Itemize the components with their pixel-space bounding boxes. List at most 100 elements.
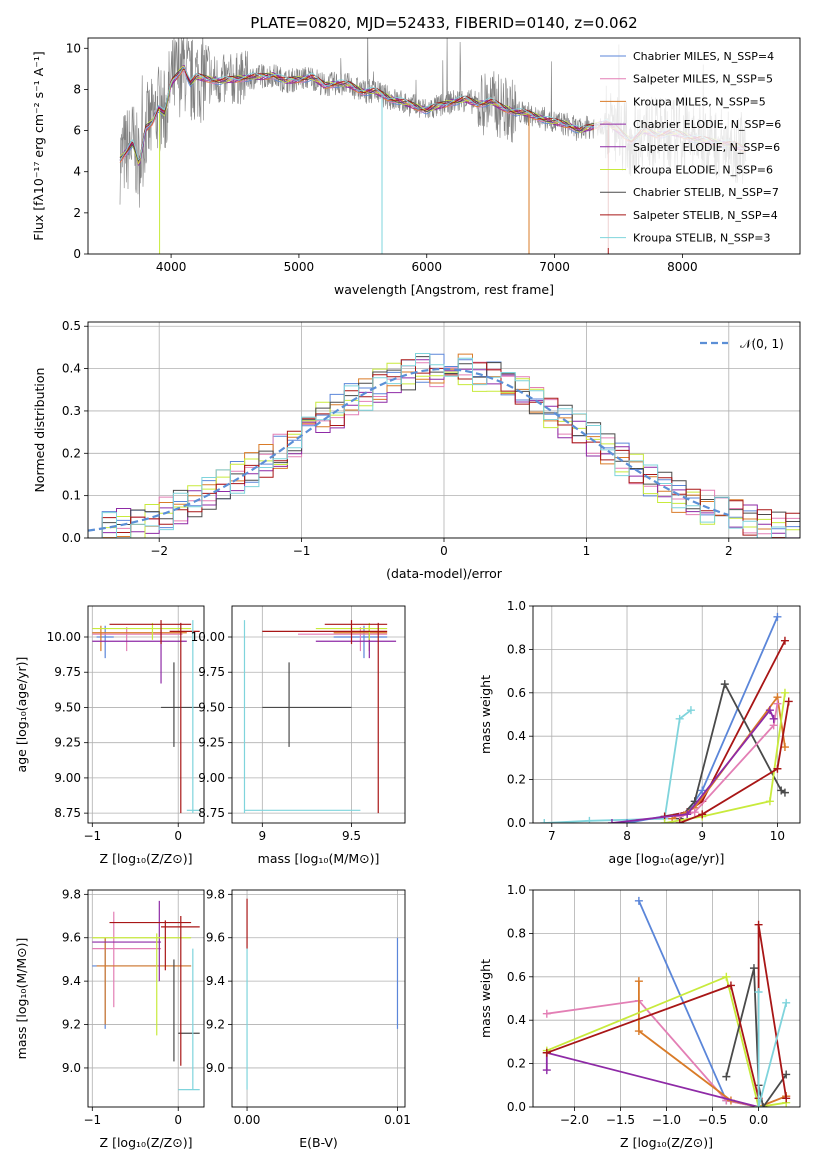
weight-marker: [686, 706, 695, 715]
y-tick-label: 10: [66, 41, 81, 55]
x-axis-label: Z [log₁₀(Z/Z⊙)]: [100, 851, 193, 866]
y-tick-label: 0.3: [62, 404, 81, 418]
plot-area: [533, 606, 800, 823]
weight-marker: [634, 977, 643, 986]
weight-marker: [780, 788, 789, 797]
y-tick-label: 1.0: [507, 599, 526, 613]
panel-mass-vs-EBV: 0.00 0.01 9.0 9.2 9.4 9.6 9.8 E(B-V): [206, 887, 411, 1150]
weight-line-kroupa_stelib: [757, 992, 788, 1107]
y-tick-label: 0.8: [507, 642, 526, 656]
weight-marker: [773, 764, 782, 773]
weight-marker: [769, 714, 778, 723]
weight-marker: [773, 612, 782, 621]
legend: Chabrier MILES, N_SSP=4 Salpeter MILES, N…: [594, 44, 798, 248]
x-tick-label: 7: [548, 829, 556, 843]
weight-marker: [722, 1072, 731, 1081]
x-tick-label: 9: [698, 829, 706, 843]
weight-marker: [720, 680, 729, 689]
x-tick-label: −1.0: [652, 1113, 681, 1127]
y-tick-label: 0.0: [507, 1100, 526, 1114]
weight-marker: [675, 714, 684, 723]
weight-line-kroupa_elodie: [664, 692, 786, 823]
weight-marker: [634, 896, 643, 905]
weight-marker: [690, 808, 699, 817]
x-tick-label: 7000: [539, 260, 570, 274]
axes-frame: [87, 321, 801, 539]
y-tick-label: 9.50: [198, 700, 225, 714]
weight-marker: [726, 981, 735, 990]
x-tick-label: 10: [770, 829, 785, 843]
y-tick-label: 0.6: [507, 970, 526, 984]
legend-entry: Salpeter MILES, N_SSP=5: [633, 73, 773, 86]
weight-line-salpeter_stelib: [679, 701, 790, 823]
x-tick-label: 9.5: [342, 829, 361, 843]
weight-marker: [773, 699, 782, 708]
weight-line-salpeter_stelib: [664, 640, 786, 818]
legend-entry: Kroupa MILES, N_SSP=5: [633, 95, 766, 108]
weight-marker: [698, 786, 707, 795]
weight-marker: [542, 1066, 551, 1075]
y-tick-label: 10.00: [47, 630, 81, 644]
y-tick-label: 0.2: [62, 446, 81, 460]
weight-marker: [540, 819, 549, 823]
axes-frame: [231, 605, 406, 824]
y-tick-label: 9.25: [198, 736, 225, 750]
histogram-kroupa_stelib: [88, 353, 800, 538]
y-axis-label: Normed distribution: [32, 368, 47, 493]
weight-line-chabrier_elodie: [611, 708, 775, 823]
x-axis-label: Z [log₁₀(Z/Z⊙)]: [100, 1135, 193, 1150]
y-tick-label: 9.4: [206, 974, 225, 988]
axes-frame: [532, 605, 801, 824]
x-tick-label: −1.5: [606, 1113, 635, 1127]
legend-box: [594, 44, 798, 248]
x-tick-label: 1: [583, 544, 591, 558]
y-axis-label: Flux [fλ10⁻¹⁷ erg cm⁻² s⁻¹ A⁻¹]: [31, 51, 46, 240]
y-tick-label: 0.4: [507, 1013, 526, 1027]
plot-area: [232, 890, 405, 1107]
y-tick-label: 0.0: [62, 531, 81, 545]
weight-marker: [759, 1103, 768, 1107]
y-tick-label: 0.5: [62, 319, 81, 333]
weight-marker: [765, 706, 774, 715]
y-tick-label: 1.0: [507, 883, 526, 897]
y-tick-label: 9.8: [62, 887, 81, 901]
y-tick-label: 9.50: [54, 700, 81, 714]
weight-marker: [607, 819, 616, 823]
x-axis-label: Z [log₁₀(Z/Z⊙)]: [620, 1135, 713, 1150]
weight-marker: [542, 1048, 551, 1057]
x-axis-label: wavelength [Angstrom, rest frame]: [334, 282, 554, 297]
y-tick-label: 9.2: [62, 1018, 81, 1032]
panel-mass-weight-vs-age: 7 8 9 10 0.0 0.2 0.4 0.6 0.8 1.0 age [log₁₀(age/yr…: [478, 599, 801, 866]
y-tick-label: 0.0: [507, 816, 526, 830]
weight-line-kroupa_miles: [671, 694, 786, 820]
x-tick-label: 8000: [667, 260, 698, 274]
y-tick-label: 9.0: [206, 1061, 225, 1075]
x-tick-label: 8: [623, 829, 631, 843]
plot-area: [533, 890, 800, 1107]
y-axis-label: age [log₁₀(age/yr)]: [14, 657, 29, 773]
y-tick-label: 10.00: [191, 630, 225, 644]
weight-marker: [749, 964, 758, 973]
x-tick-label: 9: [258, 829, 266, 843]
x-axis-label: (data-model)/error: [386, 566, 503, 581]
axes-frame: [87, 37, 801, 255]
weight-marker: [765, 797, 774, 806]
x-tick-label: 0: [174, 829, 182, 843]
axes-frame: [231, 889, 406, 1108]
x-tick-label: −1: [293, 544, 311, 558]
weight-marker: [754, 920, 763, 929]
y-tick-label: 9.00: [54, 771, 81, 785]
weight-marker: [722, 972, 731, 981]
x-tick-label: 0.0: [749, 1113, 768, 1127]
x-tick-label: 4000: [156, 260, 187, 274]
y-tick-label: 0.1: [62, 489, 81, 503]
y-tick-label: 9.0: [62, 1061, 81, 1075]
y-tick-label: 0.4: [507, 729, 526, 743]
weight-marker: [782, 1070, 791, 1079]
x-tick-label: 5000: [284, 260, 315, 274]
legend-entry: Salpeter ELODIE, N_SSP=6: [633, 141, 780, 154]
y-tick-label: 9.4: [62, 974, 81, 988]
y-tick-label: 0.6: [507, 686, 526, 700]
histogram-chabrier_miles: [88, 353, 800, 538]
